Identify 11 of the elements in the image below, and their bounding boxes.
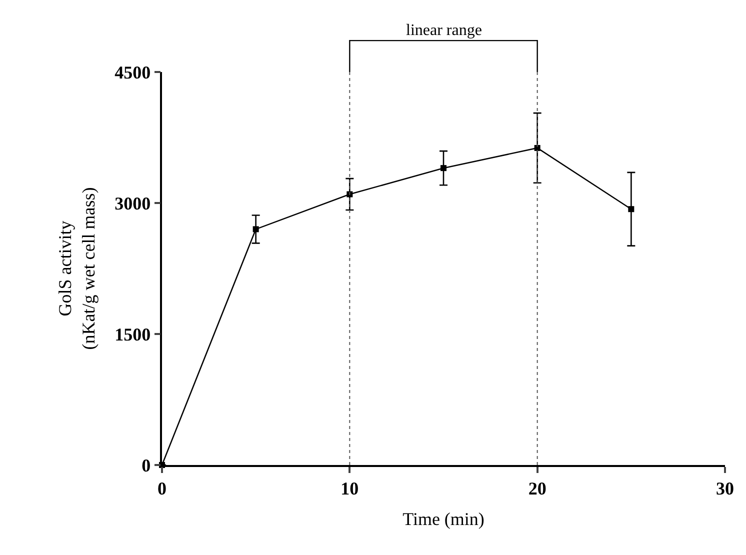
text: linear range: [406, 22, 482, 39]
y-axis-title: GolS activity (nKat/g wet cell mass): [54, 187, 98, 350]
x-tick-label: 20: [528, 478, 546, 498]
y-tick-label: 4500: [114, 62, 151, 82]
y-tick-label: 3000: [114, 193, 151, 214]
x-axis-title: Time (min): [402, 508, 484, 529]
x-tick-label: 30: [716, 478, 734, 498]
y-tick-label: 0: [142, 455, 151, 476]
x-tick-label: 10: [340, 478, 359, 498]
x-tick-label: 0: [158, 478, 166, 498]
y-tick-label: 1500: [114, 324, 151, 344]
